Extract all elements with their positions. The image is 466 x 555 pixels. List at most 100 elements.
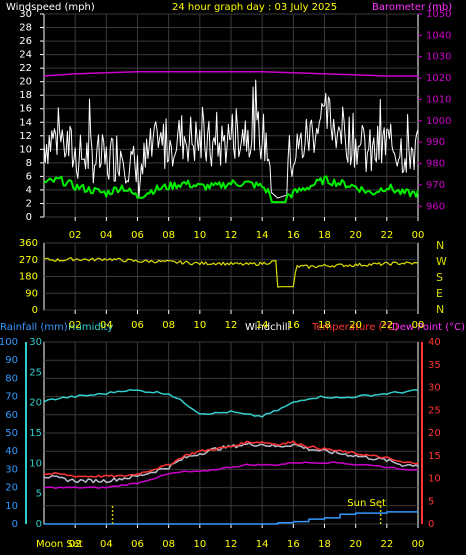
rain-ytick-label: 70: [5, 392, 18, 403]
rain-ytick-label: 20: [5, 483, 18, 494]
baro-ytick-label: 1000: [426, 116, 451, 127]
rain-ytick-label: 50: [5, 428, 18, 439]
wind-xtick-label: 20: [349, 230, 362, 241]
wind-xtick-label: 06: [131, 230, 144, 241]
baro-ytick-label: 980: [426, 159, 445, 170]
temp-xtick-label: 04: [100, 539, 113, 550]
direction-xtick-label: 18: [318, 320, 331, 331]
wind-title: Windspeed (mph): [6, 2, 95, 13]
wind-direction-line: [43, 257, 419, 288]
dew-title: Dew Point (°C): [392, 322, 465, 333]
rainfall-line: [44, 511, 418, 525]
temp-ytick-label: 40: [428, 337, 441, 348]
wind-xtick-label: 16: [287, 230, 300, 241]
temp-ytick-label: 30: [428, 383, 441, 394]
direction-ytick-label: 180: [19, 272, 38, 283]
temp-xtick-label: 00: [412, 539, 425, 550]
baro-ytick-label: 1040: [426, 30, 451, 41]
rain-ytick-label: 10: [5, 501, 18, 512]
direction-xtick-label: 04: [100, 320, 113, 331]
wind-ytick-label: 14: [19, 117, 32, 128]
baro-ytick-label: 990: [426, 137, 445, 148]
baro-ytick-label: 970: [426, 180, 445, 191]
wind-xtick-label: 00: [412, 230, 425, 241]
rain-ytick-label: 0: [12, 519, 18, 530]
wind-ytick-label: 24: [19, 50, 32, 61]
wind-average-line: [43, 175, 419, 204]
temp-xtick-label: 16: [287, 539, 300, 550]
rain-ytick-label: 60: [5, 410, 18, 421]
temp-ytick-label: 10: [428, 474, 441, 485]
compass-n-bottom: N: [436, 303, 444, 316]
wind-ytick-label: 6: [26, 171, 32, 182]
temp-ytick-label: 15: [428, 451, 441, 462]
humidity-ytick-label: 25: [29, 367, 42, 378]
humidity-ytick-label: 30: [29, 337, 42, 348]
temp-xtick-label: 06: [131, 539, 144, 550]
compass-n-top: N: [436, 239, 444, 252]
wind-ytick-label: 26: [19, 36, 32, 47]
wind-ytick-label: 18: [19, 90, 32, 101]
barometer-line: [43, 70, 418, 77]
direction-ytick-label: 90: [25, 288, 38, 299]
baro-ytick-label: 1020: [426, 73, 451, 84]
wind-xtick-label: 14: [256, 230, 269, 241]
humidity-ytick-label: 20: [29, 398, 42, 409]
baro-ytick-label: 1010: [426, 94, 451, 105]
temp-ytick-label: 20: [428, 428, 441, 439]
humidity-ytick-label: 10: [29, 458, 42, 469]
wind-ytick-label: 2: [26, 198, 32, 209]
wind-xtick-label: 10: [193, 230, 206, 241]
direction-ytick-label: 270: [19, 255, 38, 266]
baro-ytick-label: 960: [426, 201, 445, 212]
wind-ytick-label: 16: [19, 104, 32, 115]
temp-xtick-label: 02: [69, 539, 82, 550]
dewpoint-line: [43, 461, 419, 490]
wind-ytick-label: 30: [19, 9, 32, 20]
wind-ytick-label: 12: [19, 131, 32, 142]
temp-xtick-label: 08: [162, 539, 175, 550]
compass-e: E: [436, 287, 443, 300]
windchill-title: Windchill: [245, 322, 290, 333]
temp-ytick-label: 5: [428, 496, 434, 507]
wind-xtick-label: 04: [100, 230, 113, 241]
rain-title: Rainfall (mm): [0, 322, 68, 333]
temp-xtick-label: 18: [318, 539, 331, 550]
temp-xtick-label: 20: [349, 539, 362, 550]
wind-xtick-label: 22: [380, 230, 393, 241]
wind-ytick-label: 0: [26, 212, 32, 223]
compass-w: W: [436, 255, 447, 268]
direction-xtick-label: 14: [256, 320, 269, 331]
wind-xtick-label: 02: [69, 230, 82, 241]
baro-ytick-label: 1030: [426, 52, 451, 63]
compass-s: S: [436, 271, 443, 284]
humidity-line: [43, 389, 419, 418]
wind-ytick-label: 10: [19, 144, 32, 155]
direction-xtick-label: 20: [349, 320, 362, 331]
direction-xtick-label: 00: [412, 320, 425, 331]
moon-set-label: Moon Set: [36, 539, 83, 550]
temp-xtick-label: 10: [193, 539, 206, 550]
direction-xtick-label: 02: [69, 320, 82, 331]
wind-ytick-label: 20: [19, 77, 32, 88]
direction-ytick-label: 0: [32, 305, 38, 316]
rain-ytick-label: 90: [5, 355, 18, 366]
rain-ytick-label: 30: [5, 464, 18, 475]
baro-title: Barometer (mb): [372, 2, 452, 13]
wind-ytick-label: 8: [26, 158, 32, 169]
humidity-title: Humidity: [68, 322, 113, 333]
temp-ytick-label: 35: [428, 360, 441, 371]
temp-xtick-label: 12: [225, 539, 238, 550]
temp-ytick-label: 0: [428, 519, 434, 530]
direction-xtick-label: 08: [162, 320, 175, 331]
direction-xtick-label: 16: [287, 320, 300, 331]
temp-ytick-label: 25: [428, 405, 441, 416]
direction-xtick-label: 06: [131, 320, 144, 331]
wind-xtick-label: 18: [318, 230, 331, 241]
temperature-line: [43, 440, 419, 478]
sun-set-label: Sun Set: [347, 498, 386, 509]
temp-xtick-label: 22: [380, 539, 393, 550]
wind-xtick-label: 08: [162, 230, 175, 241]
baro-ytick-label: 1050: [426, 9, 451, 20]
